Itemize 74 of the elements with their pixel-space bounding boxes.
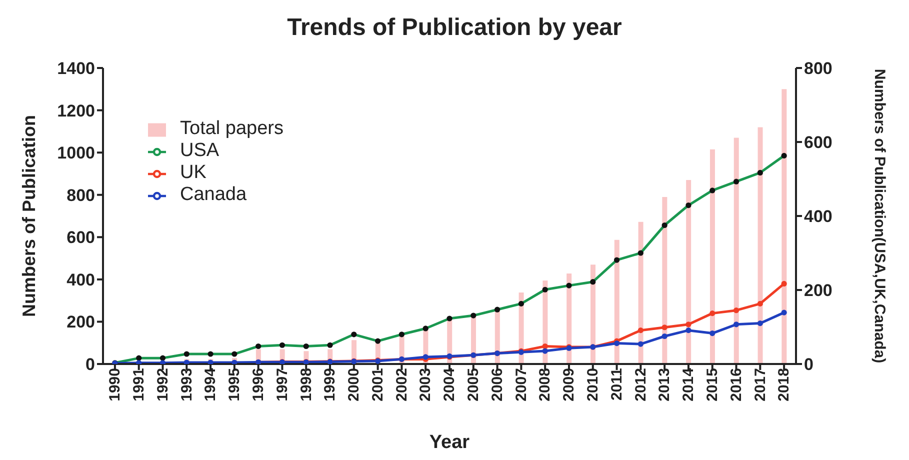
- y-tick-label: 800: [66, 186, 95, 205]
- y2-tick-label: 200: [804, 281, 832, 300]
- x-tick-label: 2005: [465, 368, 482, 402]
- x-tick-label: 2006: [488, 368, 506, 402]
- bar: [782, 89, 787, 364]
- x-tick-label: 2001: [369, 368, 386, 402]
- point: [662, 324, 668, 330]
- x-tick-label: 2004: [441, 367, 458, 402]
- x-axis-title: Year: [429, 432, 470, 453]
- x-tick-label: 1999: [322, 368, 339, 402]
- x-tick-label: 2010: [584, 368, 602, 402]
- bar: [758, 127, 763, 364]
- point: [757, 300, 763, 306]
- x-tick-label: 2014: [680, 367, 698, 402]
- x-tick-label: 1993: [178, 368, 196, 402]
- x-tick-label: 1994: [202, 367, 220, 402]
- x-tick-label: 1996: [250, 368, 267, 402]
- point: [638, 328, 644, 334]
- point: [733, 308, 740, 314]
- x-tick-label: 1995: [226, 368, 244, 402]
- y2-axis-title: Numbers of Publication(USA,UK,Canada): [871, 68, 888, 364]
- legend-label: USA: [180, 140, 220, 161]
- y-axis-title: Numbers of Publication: [18, 114, 39, 318]
- legend-label: Canada: [180, 184, 247, 205]
- x-tick-label: 1992: [154, 368, 172, 402]
- point: [542, 343, 548, 350]
- x-tick-label: 1998: [298, 368, 315, 402]
- point: [781, 280, 787, 287]
- x-tick-label: 2015: [704, 368, 722, 402]
- point: [733, 322, 740, 328]
- x-tick-label: 1990: [106, 368, 124, 402]
- point: [638, 341, 644, 347]
- bar: [686, 180, 692, 364]
- y-tick-label: 1200: [57, 101, 95, 120]
- y2-tick-label: 0: [804, 355, 814, 374]
- point: [542, 348, 548, 354]
- legend-label: UK: [180, 162, 206, 183]
- y2-tick-label: 400: [804, 207, 832, 226]
- bar: [734, 138, 739, 364]
- point: [686, 328, 692, 334]
- bar: [710, 149, 715, 364]
- x-tick-label: 2008: [536, 368, 554, 402]
- x-tick-label: 2011: [608, 368, 626, 401]
- y-tick-label: 0: [86, 355, 95, 374]
- y-tick-label: 400: [66, 270, 95, 290]
- x-tick-label: 2009: [560, 368, 578, 402]
- y-tick-label: 600: [66, 228, 95, 248]
- x-tick-label: 2003: [417, 368, 434, 402]
- x-tick-label: 2007: [512, 368, 530, 402]
- y-tick-label: 1400: [57, 59, 95, 78]
- point: [710, 310, 716, 316]
- point: [686, 322, 692, 328]
- x-tick-label: 2016: [728, 368, 745, 402]
- point: [710, 330, 716, 336]
- x-tick-label: 2013: [656, 368, 674, 402]
- x-tick-label: 1991: [130, 368, 148, 402]
- chart-title: Trends of Publication by year: [286, 13, 623, 43]
- point: [781, 310, 787, 316]
- y2-tick-label: 600: [804, 133, 832, 152]
- x-tick-label: 2000: [346, 368, 363, 402]
- bar: [614, 240, 620, 364]
- y2-tick-label: 800: [804, 59, 832, 78]
- point: [662, 333, 668, 340]
- x-tick-label: 1997: [274, 368, 291, 402]
- y-tick-label: 200: [66, 312, 95, 332]
- point: [614, 340, 620, 346]
- legend-label: Total papers: [180, 118, 284, 139]
- x-tick-label: 2017: [752, 368, 769, 402]
- x-tick-label: 2012: [632, 368, 650, 402]
- x-tick-label: 2002: [393, 368, 410, 402]
- x-tick-label: 2018: [776, 368, 793, 402]
- bar: [662, 196, 668, 364]
- y-tick-label: 1000: [57, 144, 95, 163]
- point: [757, 320, 763, 326]
